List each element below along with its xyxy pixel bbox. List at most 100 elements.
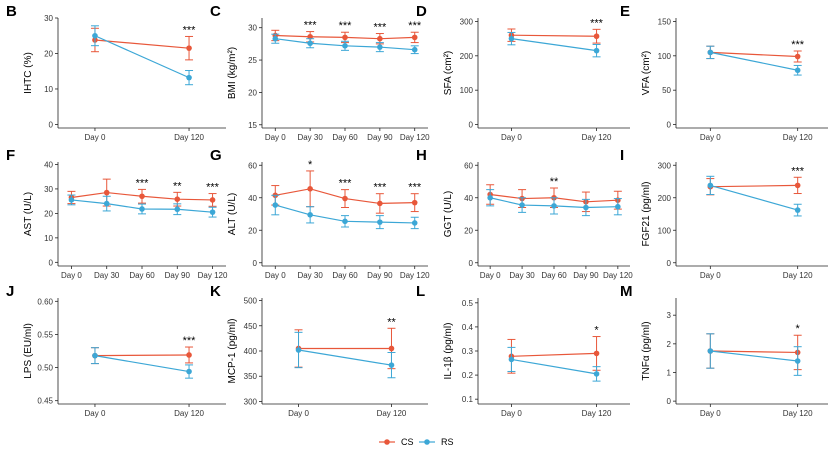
panel-m-rs-point-1	[794, 358, 801, 364]
panel-b-ylabel: IHTC (%)	[23, 52, 34, 94]
panel-g-cs-point-1	[307, 186, 313, 192]
panel-m-ytick-label-3: 3	[667, 311, 672, 320]
panel-m-ylabel: TNFα (pg/ml)	[641, 321, 652, 380]
panel-c-ytick-label-2: 25	[248, 56, 257, 65]
panel-j-rs-line	[94, 355, 190, 373]
panel-g-xtick-label-1: Day 30	[297, 271, 323, 280]
panel-f-cs-point-2	[139, 193, 145, 200]
panel-k-rs-line	[298, 349, 392, 366]
panel-i-ytick-label-3: 300	[658, 161, 672, 170]
panel-c-cs-point-4	[411, 34, 418, 41]
panel-f-ytick-label-0: 0	[49, 258, 54, 267]
panel-k: K MCP-1 (pg/ml) 300 350 400 450 500 Day 0 Day 12…	[210, 283, 428, 418]
panel-e-ytick-label-0: 0	[667, 121, 672, 130]
panel-g-annotation-4: ***	[408, 182, 422, 194]
panel-k-xtick-label-1: Day 120	[377, 409, 407, 418]
panel-l-ytick-label-0: 0.1	[462, 395, 474, 404]
panel-g-ylabel: ALT (U/L)	[227, 193, 238, 235]
panel-l-cs-point-1	[593, 350, 600, 357]
panel-b-letter: B	[6, 3, 17, 20]
panel-f-cs-point-1	[103, 189, 110, 196]
panel-k-ytick-label-2: 400	[244, 347, 258, 356]
panel-d-annotation-1: ***	[590, 17, 604, 29]
panel-i-xtick-label-1: Day 120	[783, 271, 813, 280]
panel-f-ytick-label-1: 10	[44, 234, 53, 243]
panel-b-ytick-label-2: 20	[44, 49, 53, 58]
panel-d-cs-line	[511, 34, 597, 37]
panel-d-ytick-label-1: 100	[460, 86, 474, 95]
panel-g-rs-point-1	[307, 212, 313, 218]
panel-c-rs-point-1	[307, 40, 313, 47]
panel-h-rs-point-0	[487, 194, 493, 201]
panel-c-annotation-1: ***	[304, 20, 318, 32]
panel-c-cs-point-2	[342, 34, 348, 41]
panel-m-ytick-label-1: 1	[667, 368, 672, 377]
panel-g-cs-point-4	[411, 199, 418, 206]
panel-g-xtick-label-0: Day 0	[265, 271, 286, 280]
panel-b: B IHTC (%) 0 10 20 30 Day 0 Day 120 ***	[6, 3, 226, 142]
panel-j-xtick-label-0: Day 0	[85, 409, 106, 418]
panel-j-cs-line	[94, 354, 190, 357]
panel-f-rs-point-1	[103, 200, 110, 207]
panel-e-letter: E	[620, 3, 630, 20]
panel-k-ytick-label-4: 500	[244, 297, 258, 306]
panel-f-letter: F	[6, 147, 15, 164]
panel-d-letter: D	[416, 3, 427, 20]
panel-j: J LPS (EU/ml) 0.45 0.50 0.55 0.60 Day 0 Day 120…	[6, 283, 226, 418]
panel-f-rs-point-3	[174, 206, 181, 213]
panel-k-cs-point-1	[388, 345, 395, 352]
panel-f-rs-point-0	[68, 197, 75, 203]
panel-j-xtick-label-1: Day 120	[174, 409, 204, 418]
panel-d-rs-point-0	[508, 35, 515, 42]
panel-m: M TNFα (pg/ml) 0 1 2 3 Day 0 Day 120 *	[620, 283, 828, 418]
panel-h-rs-point-2	[551, 203, 557, 209]
panel-j-ytick-label-1: 0.50	[37, 364, 53, 373]
panel-m-rs-line	[710, 350, 798, 362]
panel-e-annotation-1: ***	[791, 39, 805, 51]
panel-g-rs-point-0	[272, 202, 279, 208]
panel-e-rs-line	[710, 51, 798, 71]
panel-g-ytick-label-0: 0	[253, 259, 258, 268]
panel-g-cs-point-2	[342, 195, 348, 202]
panel-g-rs-point-2	[342, 218, 348, 225]
panel-h-xtick-label-4: Day 120	[603, 271, 633, 280]
panel-h-xtick-label-2: Day 60	[541, 271, 567, 280]
panel-e-xtick-label-1: Day 120	[783, 133, 813, 142]
panel-l-ytick-label-3: 0.4	[462, 323, 474, 332]
panel-h-annotation-2: **	[550, 176, 559, 188]
panel-l-xtick-label-1: Day 120	[582, 409, 612, 418]
panel-g-xtick-label-3: Day 90	[367, 271, 393, 280]
panel-i-rs-point-0	[707, 182, 714, 189]
panel-b-cs-point-1	[186, 45, 192, 51]
panel-c-rs-point-2	[342, 43, 348, 49]
panel-k-xtick-label-0: Day 0	[288, 409, 309, 418]
panel-j-ylabel: LPS (EU/ml)	[23, 323, 34, 379]
panel-i-rs-line	[710, 184, 798, 211]
panel-f-ylabel: AST (U/L)	[23, 192, 34, 236]
panel-h-rs-point-4	[615, 203, 621, 210]
panel-e-cs-line	[710, 51, 798, 58]
panel-i-cs-line	[710, 184, 798, 188]
panel-i-xtick-label-0: Day 0	[700, 271, 721, 280]
panel-i-cs-point-1	[794, 182, 801, 189]
panel-g: G ALT (U/L) 0 20 40 60 Day 0 Day 30 Day 60 Day 90…	[210, 147, 430, 280]
panel-j-cs-point-1	[186, 352, 192, 358]
panel-c-annotation-2: ***	[339, 20, 353, 32]
panel-g-ytick-label-2: 40	[248, 194, 257, 203]
panel-c-xtick-label-0: Day 0	[265, 133, 286, 142]
panel-h-rs-point-3	[583, 204, 589, 211]
panel-g-annotation-3: ***	[373, 182, 387, 194]
panel-h-ylabel: GGT (U/L)	[443, 191, 454, 237]
panel-k-rs-point-0	[295, 347, 302, 353]
panel-m-rs-point-0	[707, 348, 714, 354]
panel-l: L IL-1β (pg/ml) 0.1 0.2 0.3 0.4 0.5 Day 0 Day 12…	[416, 283, 630, 418]
panel-h-xtick-label-1: Day 30	[509, 271, 535, 280]
panel-l-xtick-label-0: Day 0	[501, 409, 522, 418]
panel-f: F AST (U/L) 0 10 20 30 40 Day 0 Day 30 Day 60 Day …	[6, 147, 228, 280]
panel-c-cs-point-1	[307, 33, 313, 40]
panel-b-ytick-label-3: 30	[44, 14, 53, 23]
panel-g-rs-point-3	[377, 219, 383, 225]
panel-f-annotation-2: ***	[136, 177, 150, 189]
panel-l-cs-line	[511, 352, 597, 357]
